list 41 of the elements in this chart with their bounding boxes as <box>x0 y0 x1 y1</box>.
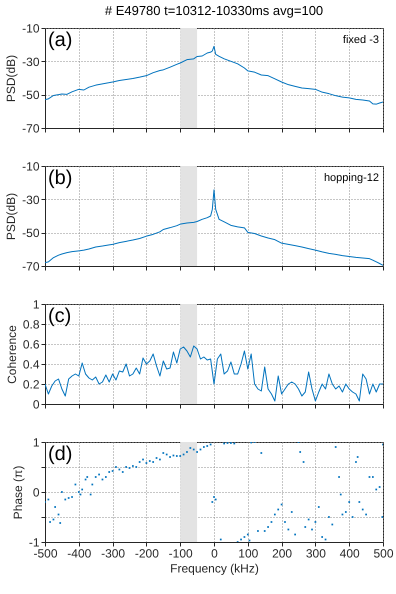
y-tick-label: -70 <box>22 122 40 136</box>
y-tick-label: 0 <box>32 398 40 412</box>
y-tick-label: 1 <box>32 436 40 450</box>
x-tick-label: -400 <box>67 546 92 560</box>
x-tick-label: -100 <box>168 546 194 560</box>
annotation: (d) <box>48 443 72 465</box>
y-tick-label: 0 <box>32 486 40 500</box>
y-tick-label: 0.8 <box>22 318 40 332</box>
chart-title: # E49780 t=10312-10330ms avg=100 <box>104 3 324 18</box>
annotation: (a) <box>48 29 72 51</box>
x-tick-label: 200 <box>272 546 292 560</box>
annotation: (b) <box>48 167 72 189</box>
annotation: fixed -3 <box>342 34 379 46</box>
y-tick-label: -30 <box>22 54 40 69</box>
x-tick-label: -300 <box>101 546 126 560</box>
y-tick-label: 0.4 <box>22 358 40 372</box>
y-tick-label: 1 <box>32 298 40 312</box>
y-tick-label: -50 <box>22 226 40 240</box>
annotation: (c) <box>48 305 72 327</box>
y-tick-label: -10 <box>22 160 40 174</box>
x-tick-label: 300 <box>306 546 326 560</box>
x-tick-label: -200 <box>134 546 160 560</box>
x-axis-title: Frequency (kHz) <box>170 562 259 576</box>
y-tick-label: -50 <box>22 88 40 102</box>
x-tick-label: 500 <box>373 546 394 560</box>
line-series <box>45 346 383 402</box>
x-tick-label: 100 <box>238 546 259 560</box>
y-tick-label: -1 <box>28 536 40 550</box>
y-axis-title: PSD(dB) <box>4 54 18 102</box>
y-axis-title: PSD(dB) <box>4 192 18 240</box>
x-tick-label: -500 <box>33 546 58 560</box>
y-tick-label: 0.6 <box>22 338 40 352</box>
y-tick-label: -10 <box>22 22 40 36</box>
y-tick-label: 0.2 <box>22 378 40 392</box>
x-tick-label: 0 <box>211 546 218 560</box>
x-tick-label: 400 <box>340 546 360 560</box>
y-axis-title: Phase (π) <box>10 466 25 520</box>
y-tick-label: -70 <box>22 260 40 274</box>
y-tick-label: -30 <box>22 192 40 207</box>
annotation: hopping-12 <box>324 172 379 184</box>
y-axis-title: Coherence <box>4 324 19 384</box>
